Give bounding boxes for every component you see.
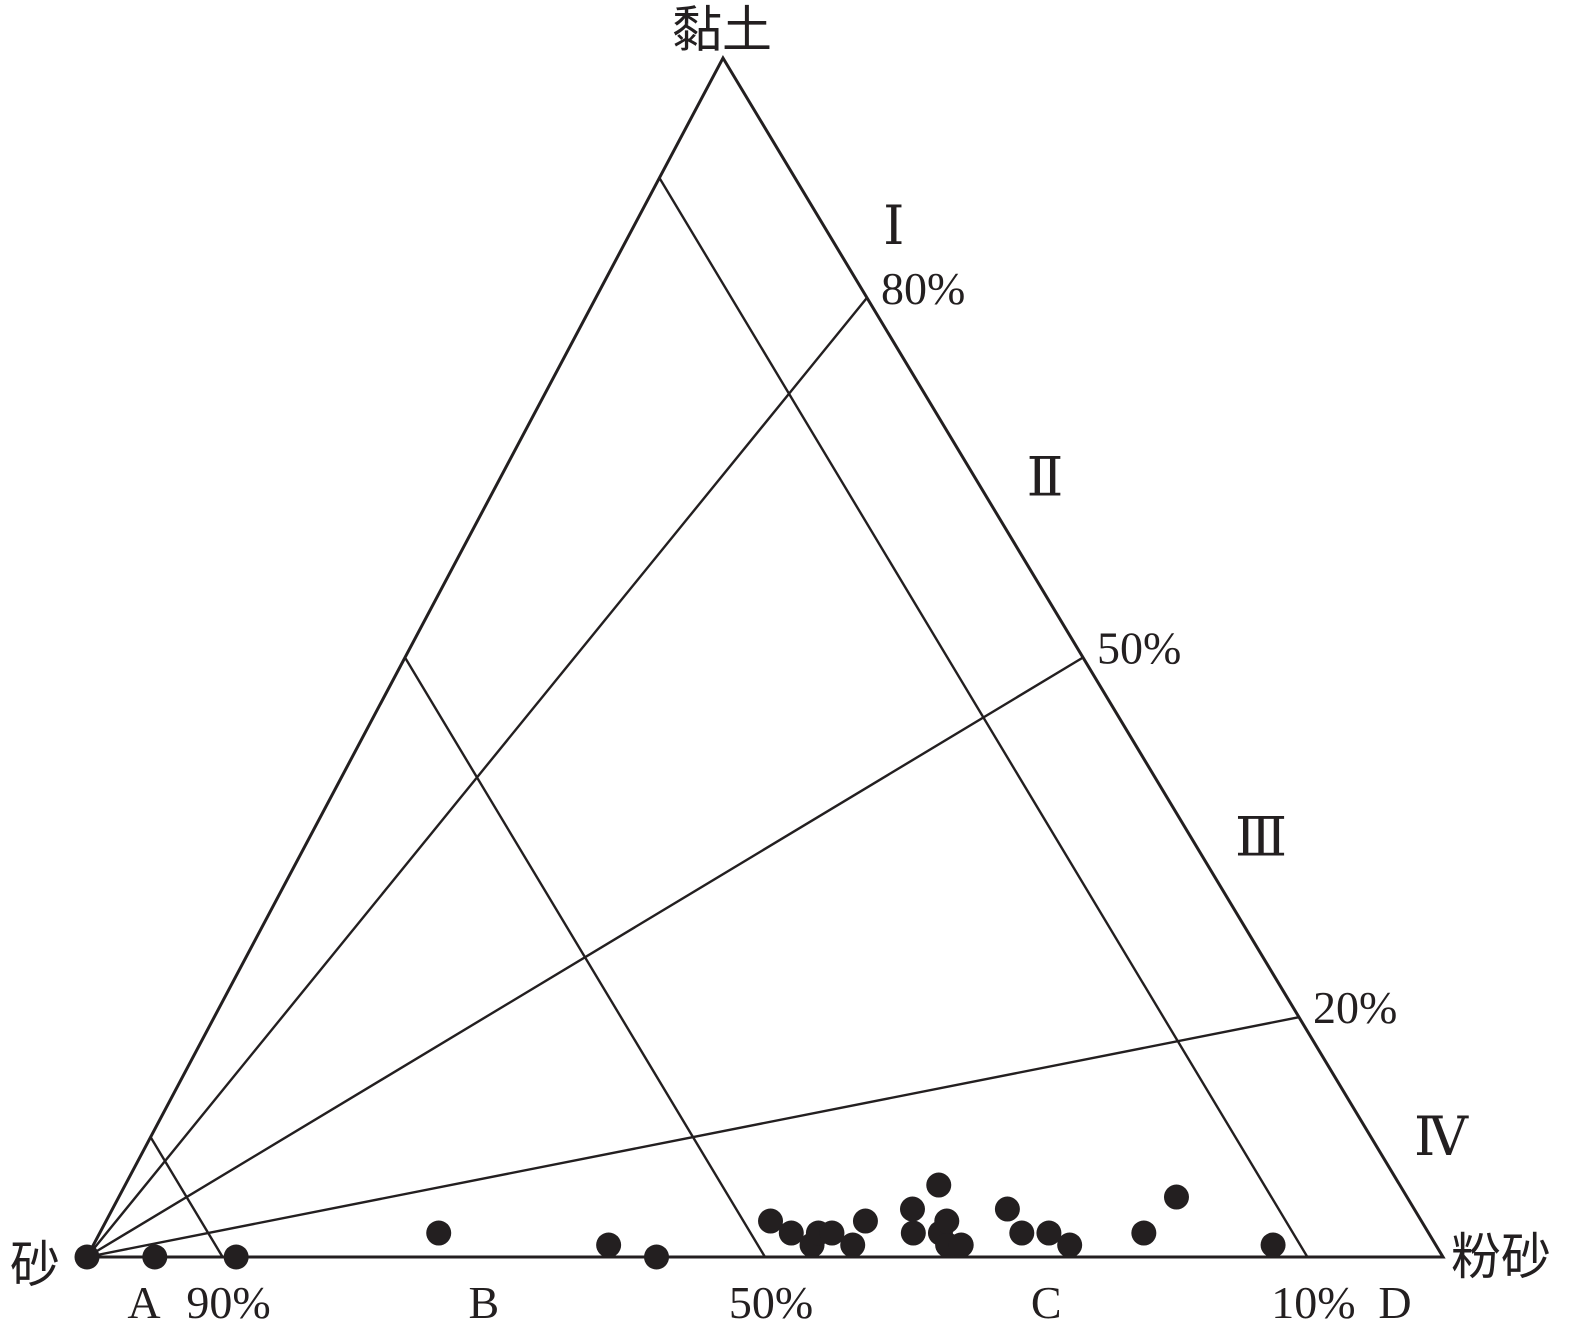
sample-point (426, 1220, 452, 1246)
sample-point (1009, 1220, 1035, 1246)
sample-point (899, 1196, 925, 1222)
sample-point (934, 1208, 960, 1234)
vertex-label-sand: 砂 (10, 1237, 60, 1293)
sample-point (1131, 1220, 1157, 1246)
sand-boundary-line (658, 177, 1309, 1258)
sample-point (758, 1208, 784, 1234)
sample-point (1036, 1220, 1062, 1246)
sand-boundary-line (403, 656, 767, 1258)
sample-point (223, 1244, 249, 1270)
sand-class-label: D (1378, 1277, 1411, 1328)
sand-boundary-label: 10% (1271, 1277, 1355, 1328)
sand-boundary-line (149, 1136, 224, 1258)
sample-point (900, 1220, 926, 1246)
vertex-label-silt: 粉砂 (1451, 1229, 1551, 1285)
sample-point (852, 1208, 878, 1234)
triangle-edge (84, 54, 1446, 1259)
vertex-label-clay: 黏土 (672, 2, 772, 58)
clay-class-label: Ⅳ (1414, 1107, 1469, 1167)
sand-class-label: A (127, 1277, 160, 1328)
classification-lines (86, 177, 1309, 1259)
clay-boundary-label: 80% (881, 263, 965, 314)
sample-point (994, 1196, 1020, 1222)
clay-boundary-label: 20% (1313, 982, 1397, 1033)
sample-points (74, 1172, 1286, 1270)
sample-point (644, 1244, 670, 1270)
sample-point (1057, 1232, 1083, 1258)
clay-boundary-label: 50% (1097, 623, 1181, 674)
sample-point (142, 1244, 168, 1270)
clay-class-label: Ⅰ (883, 196, 904, 256)
sample-point (948, 1232, 974, 1258)
sand-class-label: C (1031, 1277, 1062, 1328)
sample-point (778, 1220, 804, 1246)
clay-class-label: Ⅲ (1235, 807, 1287, 867)
sand-boundary-label: 50% (729, 1277, 813, 1328)
clay-class-label: Ⅱ (1027, 448, 1064, 508)
sand-class-label: B (468, 1277, 499, 1328)
sample-point (1163, 1184, 1189, 1210)
triangle-outline (84, 54, 1446, 1259)
diagram-labels: 黏土砂 粉砂 80% 50% 20% Ⅰ Ⅱ Ⅲ Ⅳ 90% 50% 10% A B C D (10, 2, 1551, 1328)
sample-point (819, 1220, 845, 1246)
sample-point (596, 1232, 622, 1258)
sample-point (926, 1172, 952, 1198)
sample-point (840, 1232, 866, 1258)
sample-point (74, 1244, 100, 1270)
sand-boundary-label: 90% (186, 1277, 270, 1328)
sample-point (1260, 1232, 1286, 1258)
